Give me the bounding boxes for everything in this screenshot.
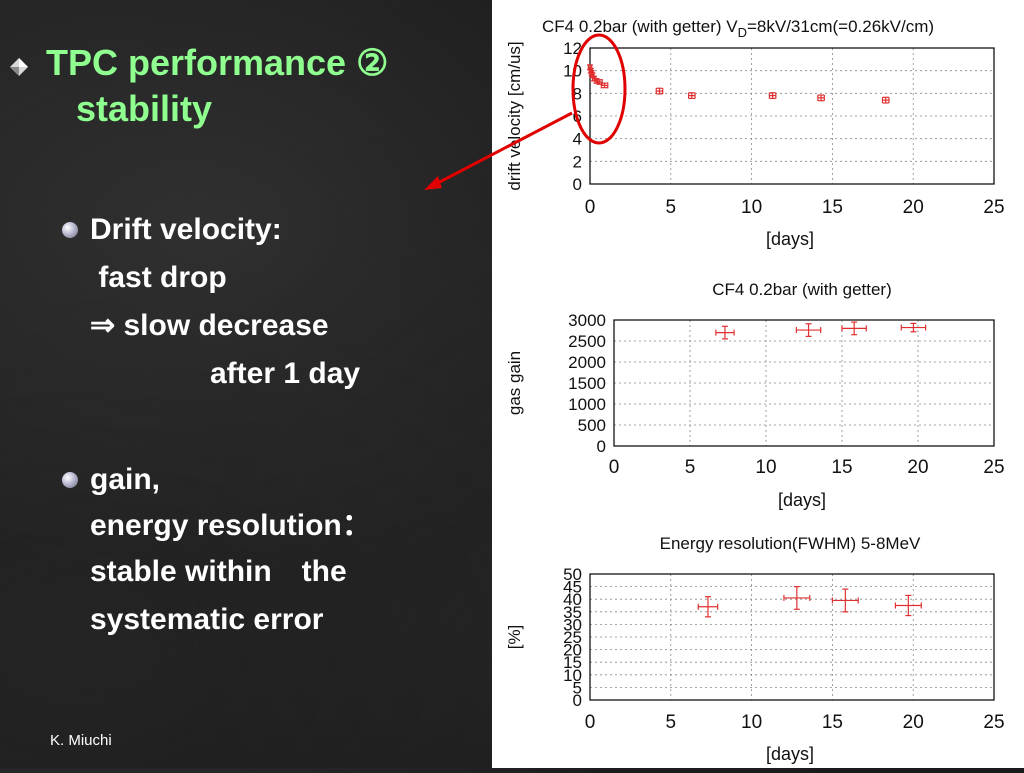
data-point — [841, 321, 867, 336]
x-tick-label: 10 — [741, 712, 762, 733]
y-axis-label: [%] — [505, 625, 524, 650]
bullet-gain-line-2: energy resolution： — [90, 509, 372, 542]
y-tick-label: 50 — [563, 565, 582, 584]
y-tick-label: 10 — [563, 62, 582, 81]
y-tick-label: 25 — [563, 628, 582, 647]
data-point — [655, 87, 664, 95]
data-point — [600, 82, 609, 89]
slide-title: TPC performance ② stability — [46, 40, 388, 132]
data-point — [900, 322, 927, 333]
bullet-drift-line-2: fast drop — [90, 261, 227, 294]
data-point — [697, 596, 719, 618]
chart-panel: 0 2 4 6 8 10 12 0 5 10 15 20 25 CF4 0.2bar (with gett… — [492, 0, 1024, 768]
title-line-2: stability — [76, 88, 213, 129]
chart-title-suffix: =8kV/31cm(=0.26kV/cm) — [747, 17, 934, 36]
chart-title: Energy resolution(FWHM) 5-8MeV — [660, 534, 921, 553]
y-tick-label: 12 — [563, 39, 582, 58]
data-point — [768, 92, 777, 100]
y-tick-label: 30 — [563, 615, 582, 634]
x-axis-label: [days] — [778, 490, 826, 510]
data-point — [795, 323, 822, 337]
x-tick-label: 5 — [666, 197, 677, 218]
x-axis-label: [days] — [766, 744, 814, 764]
y-tick-label: 10 — [563, 666, 582, 685]
round-bullet-icon — [62, 472, 78, 488]
bullet-drift-line-1: Drift velocity: — [90, 213, 282, 246]
y-tick-label: 2500 — [568, 332, 606, 351]
x-tick-label: 10 — [755, 457, 776, 478]
y-tick-label: 45 — [563, 578, 582, 597]
title-line-1: TPC performance ② — [46, 42, 389, 83]
bullet-gain-line-3: stable within the — [90, 555, 347, 588]
y-tick-label: 0 — [573, 691, 582, 710]
bullet-drift-line-4: after 1 day — [210, 357, 361, 390]
y-tick-label: 35 — [563, 603, 582, 622]
x-tick-label: 20 — [903, 712, 924, 733]
y-tick-label: 6 — [573, 107, 582, 126]
bullet-drift-line-3: ⇒ slow decrease — [90, 309, 329, 342]
x-tick-label: 25 — [983, 712, 1004, 733]
x-axis-label: [days] — [766, 229, 814, 249]
x-tick-label: 20 — [907, 457, 928, 478]
x-tick-label: 15 — [831, 457, 852, 478]
data-point — [687, 92, 696, 100]
y-tick-label: 5 — [573, 678, 582, 697]
arrow-head-icon — [424, 176, 442, 190]
y-tick-label: 20 — [563, 641, 582, 660]
x-tick-label: 5 — [685, 457, 696, 478]
y-tick-label: 0 — [573, 175, 582, 194]
data-point — [831, 588, 859, 613]
y-tick-label: 3000 — [568, 311, 606, 330]
y-axis-label: gas gain — [505, 351, 524, 415]
footer-author: K. Miuchi — [50, 732, 112, 749]
diamond-bullet-icon — [10, 58, 28, 76]
x-tick-label: 25 — [983, 197, 1004, 218]
plot-frame — [613, 319, 995, 447]
x-tick-label: 10 — [741, 197, 762, 218]
y-tick-label: 15 — [563, 653, 582, 672]
data-point — [881, 96, 890, 104]
data-point — [715, 325, 735, 340]
y-tick-label: 0 — [597, 437, 606, 456]
y-tick-label: 1500 — [568, 374, 606, 393]
y-tick-label: 2000 — [568, 353, 606, 372]
data-point — [593, 77, 600, 84]
round-bullet-icon — [62, 222, 78, 238]
x-tick-label: 15 — [822, 712, 843, 733]
data-point — [817, 94, 825, 102]
bullet-gain-line-4: systematic error — [90, 603, 324, 636]
y-axis-label: drift velocity [cm/us] — [505, 41, 524, 190]
x-tick-label: 5 — [666, 712, 677, 733]
x-tick-label: 0 — [609, 457, 620, 478]
data-point — [783, 585, 811, 610]
chart-title-subscript: D — [738, 25, 747, 40]
x-tick-label: 0 — [585, 197, 596, 218]
plot-frame — [589, 573, 995, 701]
y-tick-label: 40 — [563, 590, 582, 609]
bullet-gain-line-1: gain, — [90, 463, 161, 496]
x-tick-label: 20 — [903, 197, 924, 218]
data-point — [894, 594, 922, 617]
chart-title: CF4 0.2bar (with getter) VD=8kV/31cm(=0.… — [542, 17, 934, 40]
chart-title: CF4 0.2bar (with getter) — [712, 280, 892, 299]
y-tick-label: 500 — [578, 416, 606, 435]
x-tick-label: 25 — [983, 457, 1004, 478]
y-tick-label: 2 — [573, 152, 582, 171]
y-tick-label: 4 — [573, 130, 582, 149]
x-tick-label: 15 — [822, 197, 843, 218]
x-tick-label: 0 — [585, 712, 596, 733]
y-tick-label: 8 — [573, 84, 582, 103]
y-tick-label: 1000 — [568, 395, 606, 414]
chart-title-main: CF4 0.2bar (with getter) V — [542, 17, 738, 36]
